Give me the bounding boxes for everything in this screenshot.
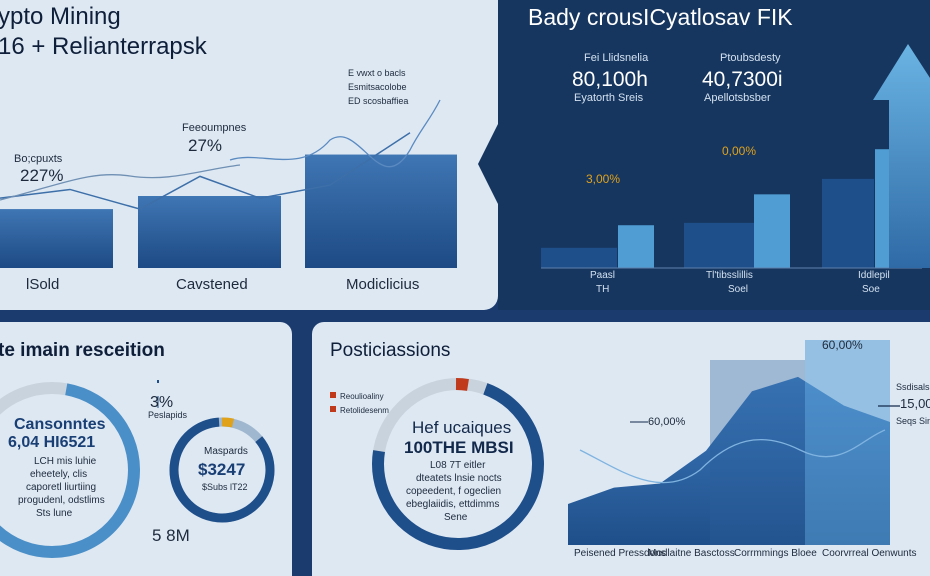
section-title: Posticiassions	[330, 340, 451, 361]
category-label: Cavstened	[176, 276, 248, 293]
trend-arc	[0, 164, 241, 201]
donut-line: Sts lune	[36, 508, 73, 519]
donut-main-accent	[455, 378, 469, 391]
bar-light	[618, 225, 654, 268]
donut-line: Sene	[444, 512, 468, 523]
donut-large-arc	[0, 382, 140, 558]
highlight-band	[805, 340, 890, 545]
donut-line: LCH mis luhie	[34, 456, 97, 467]
area-label: 60,00%	[648, 416, 686, 428]
bar-dark	[541, 247, 617, 268]
x-label: Modlaitne Basctoss	[648, 548, 735, 559]
stat-value: 80,100h	[572, 68, 648, 91]
donut-title: Cansonntes	[14, 416, 106, 433]
donut-line: copeedent, f ogeclien	[406, 486, 502, 497]
bar-dark	[822, 178, 874, 268]
group-label: Tl'tibsslillis	[706, 270, 753, 281]
donut-title: Maspards	[204, 446, 248, 457]
side-value: 15,00	[900, 396, 930, 411]
group-label: Iddlepil	[858, 270, 890, 281]
legend-swatch	[330, 392, 336, 398]
stat-sub: Apellotsbsber	[704, 92, 771, 104]
donut-line: ebeglaiidis, ettdimms	[406, 499, 500, 510]
stat-sub: Eyatorth Sreis	[574, 92, 644, 104]
annotation-line: Esmitsacolobe	[348, 82, 407, 92]
stat-label: Fei Llidsnelia	[584, 52, 649, 64]
stat-label: Ptoubsdesty	[720, 52, 781, 64]
donut-value: 6,04 HI6521	[8, 434, 96, 451]
panel-title-line1: ypto Mining	[0, 3, 121, 30]
bar-pct: 227%	[20, 166, 64, 185]
bar-note: Bo;cpuxts	[14, 153, 63, 165]
bar	[138, 196, 281, 268]
bar-light	[754, 194, 790, 268]
donut-line: progudenl, odstlims	[18, 495, 105, 506]
legend-entry: Reoulioaliny	[340, 392, 384, 401]
donut-value: $3247	[198, 460, 246, 479]
donut-line: caporetl liurtiing	[26, 482, 97, 493]
growth-arrow	[873, 44, 930, 268]
panel-donuts	[0, 322, 292, 576]
donut-small-accent	[221, 417, 234, 428]
donut-line: dteatets lnsie nocts	[416, 473, 502, 484]
donut-small-arc	[169, 417, 275, 523]
annotation-line: ED scosbaffiea	[348, 96, 409, 106]
donut-title: Hef ucaiques	[412, 418, 512, 437]
bar-pct: 27%	[188, 136, 223, 155]
panel-notch	[478, 120, 500, 208]
annotation-line: E vwxt o bacls	[348, 68, 406, 78]
gold-note: 0,00%	[722, 144, 757, 158]
category-label: Modiclicius	[346, 276, 420, 293]
trend-line	[0, 132, 411, 210]
donut-main-arc	[372, 378, 544, 550]
bar	[305, 154, 457, 268]
legend-swatch	[330, 406, 336, 412]
gold-note: 3,00%	[586, 172, 621, 186]
group-sub: Soe	[862, 284, 880, 295]
bottom-value: 5 8M	[152, 526, 190, 545]
category-label: lSold	[26, 276, 60, 293]
stat-value: 40,7300i	[702, 68, 783, 91]
group-label: Paasl	[590, 270, 616, 281]
panel-title-line2: 16 + Relianterrapsk	[0, 33, 207, 60]
group-sub: TH	[596, 284, 610, 295]
pct-sub: Peslapids	[148, 410, 188, 420]
x-label: Peisened Pressdons	[574, 548, 666, 559]
highlight-band	[710, 360, 805, 545]
x-label: Corrmmings Bloee	[734, 548, 817, 559]
bar-dark	[684, 222, 754, 268]
side-value: Seqs Sinlar	[896, 416, 930, 426]
donut-sub: $Subs lT22	[202, 482, 248, 492]
legend-entry: Retolidesenm	[340, 406, 389, 415]
x-label: Coorvrreal Oenwunts	[822, 548, 917, 559]
donut-line: L08 7T eitler	[430, 460, 486, 471]
panel-title: Bady crousICyatlosav FIK	[528, 4, 793, 30]
trend-line-secondary	[229, 99, 441, 168]
bar	[0, 209, 113, 268]
donut-value: 100THE MBSI	[404, 438, 514, 457]
area-trend	[579, 429, 886, 484]
donut-line: eheetely, clis	[30, 469, 88, 480]
group-sub: Soel	[728, 284, 749, 295]
side-value: Ssdisalsis	[896, 382, 930, 392]
bar-note: Feeoumpnes	[182, 122, 247, 134]
peak-label: 60,00%	[822, 338, 863, 352]
pct-note: 3%	[150, 394, 174, 411]
section-title: te imain resceition	[0, 340, 165, 361]
